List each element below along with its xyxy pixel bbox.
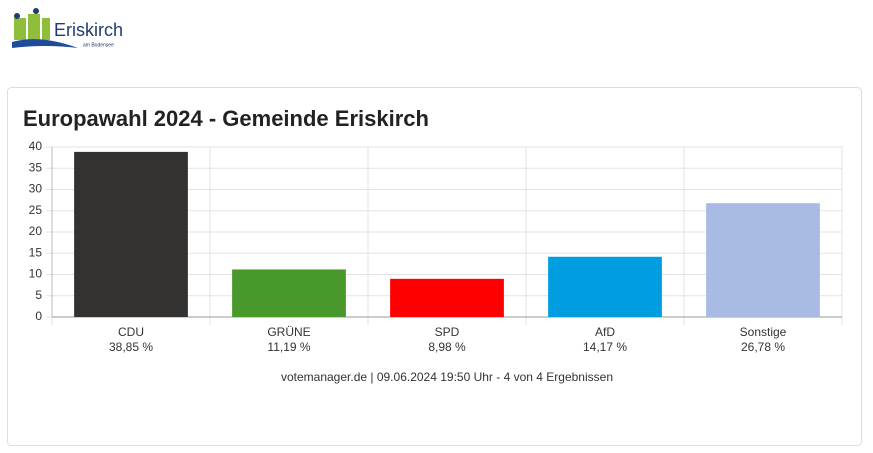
y-tick-label: 40	[29, 139, 43, 153]
bar	[706, 203, 820, 317]
bar	[390, 278, 504, 317]
x-tick-label: SPD	[435, 325, 460, 339]
logo-wave	[12, 39, 78, 48]
x-tick-label: Sonstige	[740, 325, 787, 339]
logo-shape	[28, 14, 40, 40]
logo-title: Eriskirch	[54, 20, 123, 40]
footer: votemanager.de | 09.06.2024 19:50 Uhr - …	[281, 370, 613, 384]
x-tick-label: AfD	[595, 325, 615, 339]
bar	[232, 269, 346, 317]
value-label: 8,98 %	[428, 340, 466, 354]
logo-subtitle: am Bodensee	[83, 42, 114, 48]
logo-shape	[42, 18, 50, 40]
y-tick-label: 30	[29, 182, 43, 196]
chart-title: Europawahl 2024 - Gemeinde Eriskirch	[23, 106, 429, 131]
y-tick-label: 20	[29, 224, 43, 238]
logo-shape	[14, 13, 20, 19]
y-tick-label: 25	[29, 203, 43, 217]
x-tick-label: CDU	[118, 325, 144, 339]
y-tick-label: 5	[35, 288, 42, 302]
logo-shape	[33, 8, 39, 14]
logo-shape	[14, 18, 26, 40]
value-label: 11,19 %	[267, 340, 310, 354]
y-tick-label: 15	[29, 245, 43, 259]
value-label: 14,17 %	[583, 340, 627, 354]
y-tick-label: 10	[29, 267, 43, 281]
bar	[548, 256, 662, 317]
y-tick-label: 0	[35, 309, 42, 323]
card	[7, 87, 862, 446]
bar	[74, 151, 188, 317]
logo: Eriskirch am Bodensee	[12, 8, 123, 48]
y-tick-label: 35	[29, 160, 43, 174]
x-tick-label: GRÜNE	[267, 325, 310, 339]
value-label: 26,78 %	[741, 340, 785, 354]
value-label: 38,85 %	[109, 340, 153, 354]
